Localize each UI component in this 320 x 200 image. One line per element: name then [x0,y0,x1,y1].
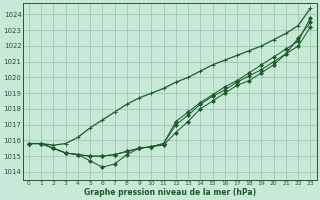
X-axis label: Graphe pression niveau de la mer (hPa): Graphe pression niveau de la mer (hPa) [84,188,256,197]
